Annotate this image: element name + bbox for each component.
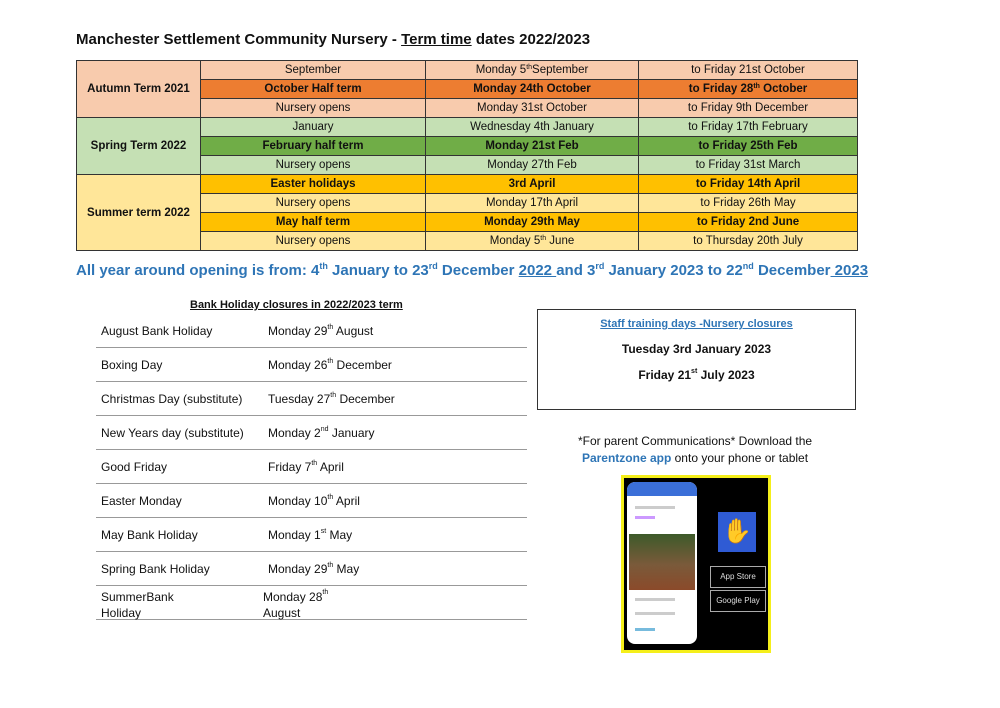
holiday-name: Good Friday [101,460,168,474]
holiday-date: Monday 29th August [268,324,374,338]
start-date: Monday 29th May [425,212,639,232]
staff-training-heading: Staff training days -Nursery closures [600,318,793,330]
holiday-date: Monday 29th May [268,562,360,576]
term-row: Nursery opens Monday 17th April to Friday … [77,193,858,213]
bank-holiday-row: Spring Bank Holiday Monday 29th May [96,552,527,586]
term-row: Nursery opens Monday 5th June to Thursday … [77,231,858,251]
term-row: Nursery opens Monday 31st October to Frida… [77,98,858,118]
bank-holiday-row: New Years day (substitute) Monday 2nd Jan… [96,416,527,450]
term-name: Spring Term 2022 [76,117,201,175]
start-date: Wednesday 4th January [425,117,639,137]
end-date: to Friday 26th May [638,193,858,213]
bank-holiday-row: Good Friday Friday 7th April [96,450,527,484]
period-label: January [200,117,426,137]
period-label: Nursery opens [200,231,426,251]
bank-holiday-row: Christmas Day (substitute) Tuesday 27th D… [96,382,527,416]
end-date: to Friday 25th Feb [638,136,858,156]
year-round-opening: All year around opening is from: 4th Jan… [76,261,869,280]
holiday-date: Monday 26th December [268,358,392,372]
holiday-name: May Bank Holiday [101,528,198,542]
bank-holiday-heading: Bank Holiday closures in 2022/2023 term [190,299,403,311]
term-name: Autumn Term 2021 [76,60,201,118]
term-dates-table: Autumn Term 2021 September Monday 5thSepte… [76,60,858,251]
app-store-badge: App Store [710,566,766,588]
end-date: to Thursday 20th July [638,231,858,251]
parentzone-hand-icon: ✋ [718,512,756,552]
holiday-date: Tuesday 27th December [268,392,395,406]
term-row: Nursery opens Monday 27th Feb to Friday 31… [77,155,858,175]
bank-holiday-row: May Bank Holiday Monday 1st May [96,518,527,552]
period-label: February half term [200,136,426,156]
term-row: Autumn Term 2021 September Monday 5thSepte… [76,60,858,118]
google-play-badge: Google Play [710,590,766,612]
end-date: to Friday 17th February [638,117,858,137]
bank-holiday-row: August Bank Holiday Monday 29th August [96,314,527,348]
period-label: September [200,60,426,80]
start-date: Monday 21st Feb [425,136,639,156]
end-date: to Friday 31st March [638,155,858,175]
parent-communications-note: *For parent Communications* Download the… [577,434,813,465]
period-label: October Half term [200,79,426,99]
term-row: Summer term 2022 Easter holidays 3rd April… [76,174,858,251]
period-label: Nursery opens [200,155,426,175]
holiday-name: August Bank Holiday [101,324,213,338]
term-row: February half term Monday 21st Feb to Frid… [77,136,858,156]
phone-mockup [627,482,697,644]
term-row: Spring Term 2022 January Wednesday 4th Jan… [76,117,858,175]
term-name: Summer term 2022 [76,174,201,251]
holiday-date: Monday 2nd January [268,426,375,440]
period-label: Nursery opens [200,98,426,118]
staff-training-box: Staff training days -Nursery closures Tu… [537,309,856,410]
holiday-date: Friday 7th April [268,460,344,474]
end-date: to Friday 28th October [638,79,858,99]
start-date: Monday 31st October [425,98,639,118]
period-label: Easter holidays [200,174,426,194]
start-date: Monday 5thSeptember [425,60,639,80]
period-label: Nursery opens [200,193,426,213]
bank-holiday-row: Easter Monday Monday 10th April [96,484,527,518]
training-day: Friday 21st July 2023 [638,368,755,382]
start-date: Monday 5th June [425,231,639,251]
holiday-date: Monday 1st May [268,528,353,542]
start-date: 3rd April [425,174,639,194]
bank-holiday-row: Boxing Day Monday 26th December [96,348,527,382]
bank-holiday-row: SummerBank Holiday Monday 28th August [96,586,527,620]
end-date: to Friday 14th April [638,174,858,194]
start-date: Monday 24th October [425,79,639,99]
term-row: October Half term Monday 24th October to F… [77,79,858,99]
end-date: to Friday 21st October [638,60,858,80]
holiday-name: New Years day (substitute) [101,426,244,440]
page-title: Manchester Settlement Community Nursery … [76,31,591,48]
term-row: May half term Monday 29th May to Friday 2n… [77,212,858,232]
holiday-name: Christmas Day (substitute) [101,392,243,406]
holiday-date: Monday 10th April [268,494,360,508]
holiday-name: SummerBank Holiday [101,590,174,620]
period-label: May half term [200,212,426,232]
start-date: Monday 27th Feb [425,155,639,175]
bank-holiday-list: August Bank Holiday Monday 29th August Box… [96,314,527,620]
start-date: Monday 17th April [425,193,639,213]
parentzone-app-image: ✋ App Store Google Play [621,475,771,653]
holiday-name: Easter Monday [101,494,182,508]
end-date: to Friday 9th December [638,98,858,118]
holiday-name: Boxing Day [101,358,163,372]
end-date: to Friday 2nd June [638,212,858,232]
holiday-name: Spring Bank Holiday [101,562,210,576]
training-day: Tuesday 3rd January 2023 [621,342,772,356]
holiday-date: Monday 28th August [263,589,329,620]
